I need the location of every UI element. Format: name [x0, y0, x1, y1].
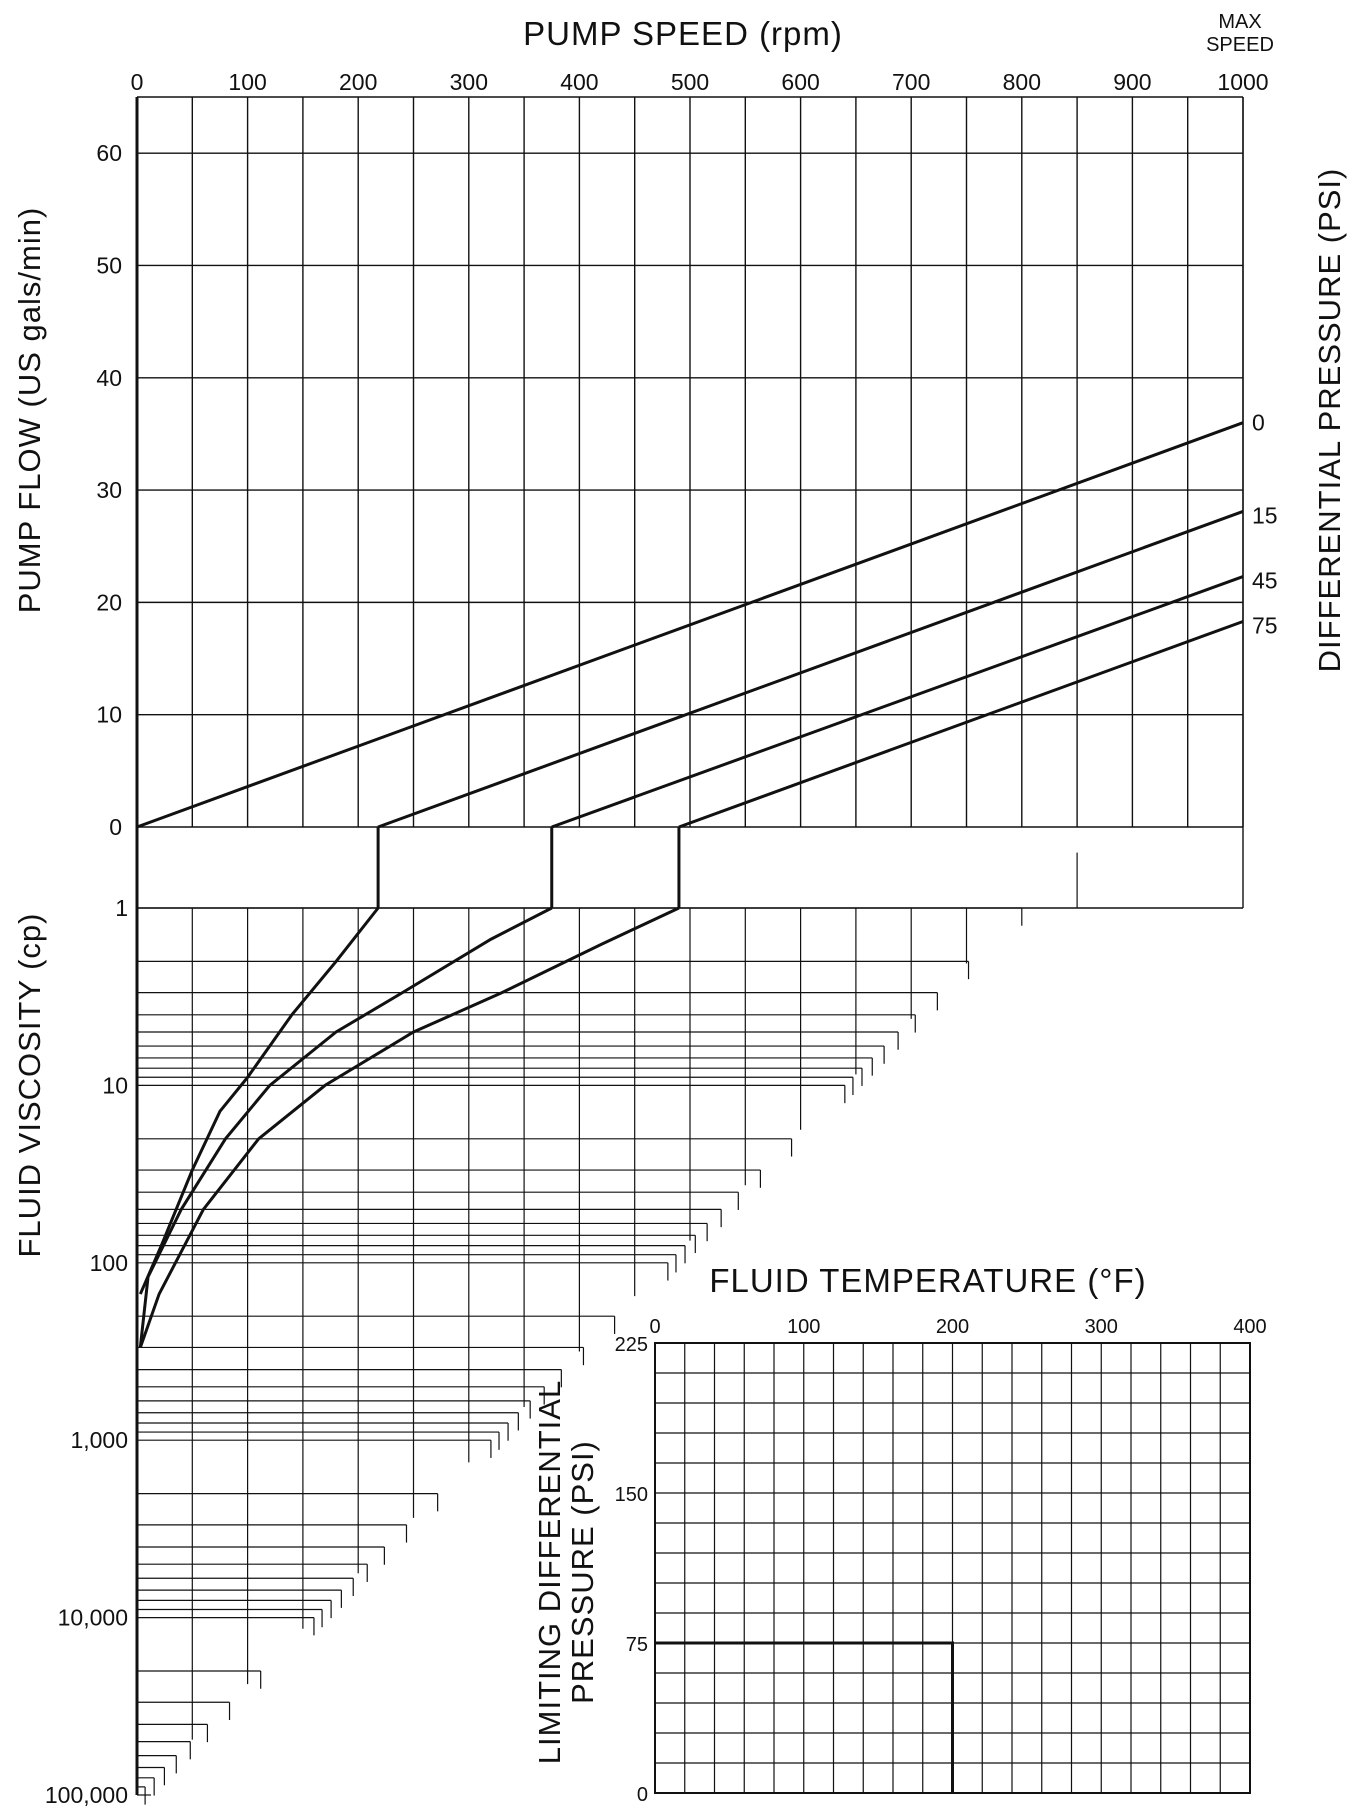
viscosity-tick-label: 10 — [102, 1072, 128, 1098]
flow-tick-label: 40 — [96, 365, 122, 391]
pressure-line-75 — [678, 620, 1244, 829]
speed-tick-label: 600 — [781, 69, 819, 95]
pressure-line-0 — [136, 421, 1244, 829]
viscosity-tick-label: 100 — [90, 1250, 128, 1276]
fluid-temperature-title: FLUID TEMPERATURE (°F) — [709, 1262, 1146, 1299]
pump-speed-title: PUMP SPEED (rpm) — [523, 15, 843, 52]
limiting-pressure-title-line2: PRESSURE (PSI) — [565, 1440, 600, 1704]
viscosity-tick-label: 1 — [115, 895, 128, 921]
pressure-line-label: 45 — [1252, 568, 1278, 594]
temperature-tick-label: 300 — [1085, 1316, 1118, 1338]
flow-tick-label: 50 — [96, 252, 122, 278]
speed-tick-label: 800 — [1003, 69, 1041, 95]
speed-tick-label: 300 — [450, 69, 488, 95]
flow-tick-label: 0 — [109, 814, 122, 840]
pressure-line-15 — [377, 510, 1244, 829]
curve-layer — [136, 421, 1244, 1793]
pressure-line-45 — [551, 575, 1244, 829]
temperature-tick-label: 100 — [787, 1316, 820, 1338]
max-speed-label-line1: MAX — [1218, 11, 1261, 33]
differential-pressure-axis-title: DIFFERENTIAL PRESSURE (PSI) — [1312, 168, 1347, 673]
limiting-pressure-tick-label: 75 — [626, 1634, 648, 1656]
flow-tick-label: 30 — [96, 477, 122, 503]
viscosity-tick-label: 100,000 — [45, 1782, 128, 1808]
viscosity-curve-75 — [138, 906, 680, 1348]
speed-tick-label: 900 — [1113, 69, 1151, 95]
flow-tick-label: 10 — [96, 702, 122, 728]
limiting-pressure-line — [655, 1641, 954, 1793]
viscosity-tick-label: 1,000 — [70, 1427, 128, 1453]
pressure-line-label: 15 — [1252, 502, 1278, 528]
speed-tick-label: 400 — [560, 69, 598, 95]
viscosity-curve-45 — [138, 906, 553, 1348]
limiting-pressure-tick-label: 225 — [615, 1334, 648, 1356]
limiting-pressure-tick-label: 0 — [637, 1784, 648, 1806]
speed-tick-label: 100 — [228, 69, 266, 95]
speed-tick-label: 0 — [131, 69, 144, 95]
viscosity-axis-title: FLUID VISCOSITY (cp) — [12, 913, 47, 1258]
viscosity-tick-label: 10,000 — [58, 1605, 128, 1631]
temperature-tick-label: 0 — [649, 1316, 660, 1338]
temperature-tick-label: 200 — [936, 1316, 969, 1338]
speed-tick-label: 200 — [339, 69, 377, 95]
pressure-line-label: 75 — [1252, 612, 1278, 638]
temperature-tick-label: 400 — [1233, 1316, 1266, 1338]
grid-layer — [135, 96, 1251, 1805]
flow-tick-label: 20 — [96, 589, 122, 615]
pressure-line-label: 0 — [1252, 410, 1265, 436]
tick-layer: 0 100 200 300 400 500 600 700 800 900 100001020304… — [45, 69, 1278, 1808]
flow-tick-label: 60 — [96, 140, 122, 166]
max-speed-label-line2: SPEED — [1206, 34, 1274, 56]
speed-tick-label: 1000 — [1217, 69, 1268, 95]
limiting-pressure-title-line1: LIMITING DIFFERENTIAL — [532, 1380, 567, 1764]
pump-flow-axis-title: PUMP FLOW (US gals/min) — [12, 207, 47, 614]
limiting-pressure-tick-label: 150 — [615, 1484, 648, 1506]
viscosity-curve-15 — [138, 907, 380, 1295]
speed-tick-label: 500 — [671, 69, 709, 95]
speed-tick-label: 700 — [892, 69, 930, 95]
